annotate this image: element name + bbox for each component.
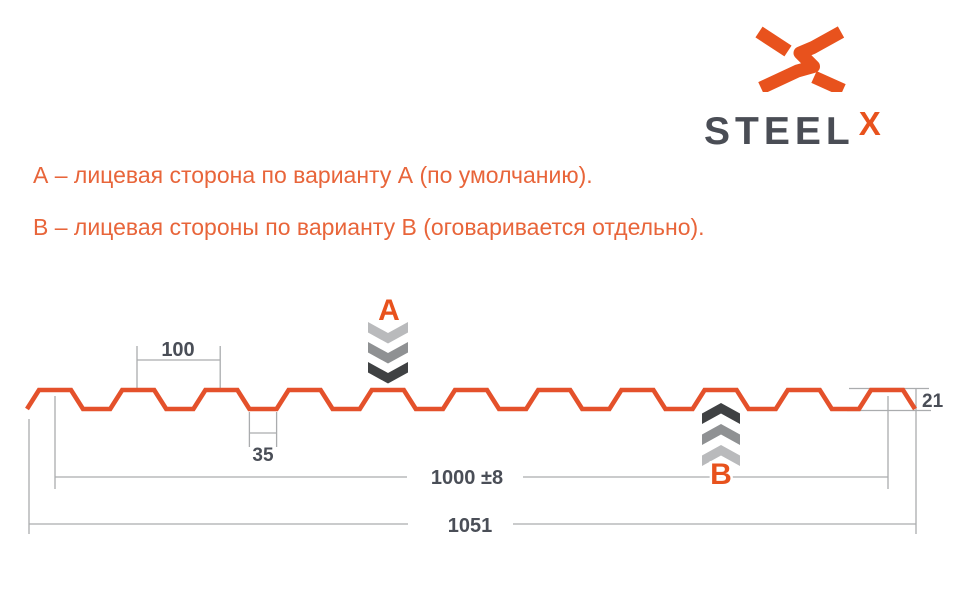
chevron-down-icon — [368, 342, 408, 364]
logo-arm-bottom-right — [811, 71, 846, 92]
dim-rib-bottom: 35 — [248, 412, 278, 466]
dim-label-working-width: 1000 ±8 — [431, 467, 503, 489]
note-variant-b: В – лицевая стороны по варианту В (огова… — [33, 214, 705, 240]
logo-arm-top-left — [755, 26, 792, 57]
dim-working-width: 1000 ±8 — [54, 396, 889, 489]
chevron-up-icon — [702, 424, 740, 445]
chevron-up-icon — [702, 445, 740, 466]
dim-rib-pitch: 100 — [136, 339, 221, 388]
dim-label-overall-width: 1051 — [448, 515, 493, 537]
profile-outline — [25, 387, 917, 412]
chevron-down-icon — [368, 322, 408, 344]
marker-a-letter: А — [378, 294, 400, 327]
chevron-down-icon — [368, 362, 408, 384]
dim-overall-width: 1051 — [28, 388, 917, 537]
logo-zig-ribbon — [758, 26, 845, 92]
logo-x-icon — [755, 26, 846, 92]
dim-profile-height: 21 — [847, 387, 944, 412]
marker-a: А — [368, 292, 408, 384]
logo-wordmark: STEEL X — [704, 105, 881, 154]
note-variant-a: А – лицевая сторона по варианту А (по ум… — [33, 162, 593, 188]
marker-b-letter: В — [710, 458, 732, 491]
dim-label-profile-height: 21 — [922, 391, 944, 412]
dim-label-rib-bottom: 35 — [252, 445, 274, 466]
dim-label-rib-pitch: 100 — [161, 339, 194, 361]
marker-b: В — [702, 403, 740, 494]
logo-brand-text: STEEL — [704, 110, 855, 153]
logo-sup-x: X — [858, 105, 881, 142]
chevron-up-icon — [702, 403, 740, 424]
